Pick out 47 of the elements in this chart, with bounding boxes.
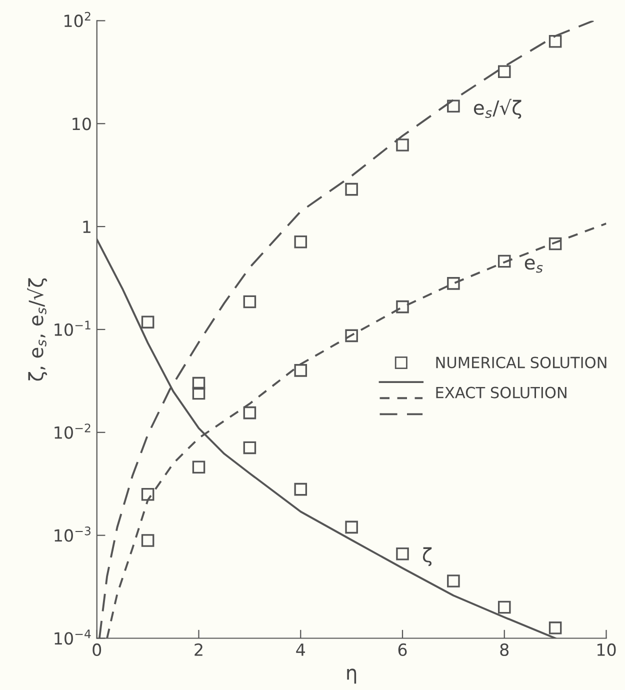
point: [447, 277, 460, 290]
point: [345, 182, 358, 196]
y-axis-title: ζ, e$_{s}$, e$_{s}$/√ζ: [27, 278, 48, 381]
point: [141, 488, 154, 501]
y-tick-label: 10$^{2}$: [64, 12, 90, 28]
point: [243, 441, 256, 454]
point: [498, 65, 511, 78]
point: [498, 600, 511, 614]
x-axis-title: η: [347, 668, 356, 684]
y-tick-label: 10$^{−3}$: [54, 526, 90, 542]
point: [243, 295, 256, 308]
y-tick-label: 10: [72, 118, 91, 130]
legend-label: NUMERICAL SOLUTION: [436, 356, 606, 368]
annotation: ζ: [422, 547, 432, 566]
point: [141, 534, 154, 547]
point: [192, 386, 206, 400]
point: [498, 254, 511, 268]
y-tick-label: 10$^{−2}$: [54, 424, 90, 439]
point: [294, 235, 308, 248]
y-tick-label: 10$^{−1}$: [54, 320, 90, 336]
point: [396, 138, 409, 152]
annotation: e$_{s}$: [524, 258, 543, 273]
point: [243, 406, 256, 420]
x-tick-label: 0: [92, 643, 102, 656]
point: [396, 300, 409, 314]
x-tick-label: 10: [597, 643, 616, 656]
point: [192, 376, 206, 390]
legend-label: EXACT SOLUTION: [436, 386, 566, 398]
point: [396, 548, 409, 560]
x-tick-label: 8: [500, 643, 509, 656]
point: [141, 316, 154, 328]
x-tick-label: 6: [398, 643, 407, 656]
point: [345, 520, 358, 534]
y-tick-label: 10$^{−4}$: [54, 630, 91, 645]
point: [447, 574, 460, 588]
annotation: e$_{s}$/√ζ: [474, 98, 522, 119]
x-tick-label: 4: [296, 644, 305, 656]
point: [192, 460, 206, 474]
point: [345, 329, 358, 342]
point: [294, 364, 308, 377]
point: [294, 482, 308, 496]
x-tick-label: 2: [194, 643, 202, 656]
point: [447, 100, 460, 112]
point: [548, 622, 562, 634]
point: [548, 34, 562, 48]
y-tick-label: 1: [83, 220, 90, 233]
point: [548, 237, 562, 250]
